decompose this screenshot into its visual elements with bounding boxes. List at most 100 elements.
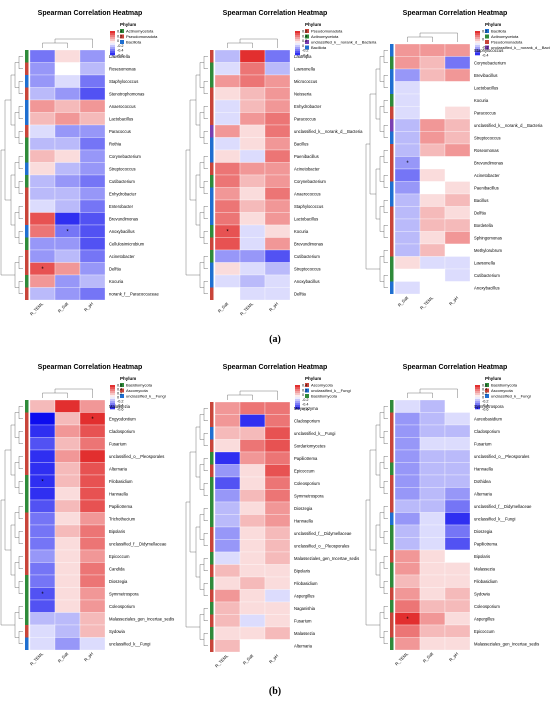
heatmap-panel-a3: Spearman Correlation Heatmap Phylum Bacill… — [365, 10, 550, 310]
row-label: Brevibacillus — [474, 73, 498, 78]
heatmap-cell — [444, 243, 471, 257]
color-scale-tick: 0.4 — [482, 388, 487, 392]
heatmap-cell — [264, 526, 291, 540]
heatmap-cell — [419, 612, 446, 626]
phylum-annotation — [390, 512, 394, 525]
heatmap-cell — [54, 462, 81, 476]
heatmap-cell — [214, 287, 241, 301]
heatmap-cell — [239, 224, 266, 238]
heatmap-cell — [214, 87, 241, 101]
heatmap-cell — [419, 43, 446, 57]
heatmap-cell — [264, 576, 291, 590]
heatmap-cell — [239, 187, 266, 201]
row-label: Hannaella — [474, 466, 494, 471]
row-label: Paracoccus — [109, 129, 131, 134]
dendrogram-branch — [369, 93, 376, 195]
heatmap-cell — [214, 476, 241, 490]
heatmap-cell — [419, 637, 446, 651]
legend-title: Phylum — [485, 22, 501, 27]
heatmap-cell — [444, 587, 471, 601]
dendrogram-branch — [185, 501, 190, 628]
heatmap-cell — [239, 451, 266, 465]
dendrogram-branch — [383, 556, 388, 569]
legend-label: Actinomycetota — [126, 29, 154, 34]
heatmap-cell — [264, 99, 291, 113]
heatmap-cell — [214, 514, 241, 528]
row-label: Anoxybacillus — [294, 279, 320, 284]
heatmap-cell — [419, 499, 446, 513]
dendrogram-branch — [379, 512, 384, 538]
row-label: Sphingomonas — [474, 235, 502, 240]
dendrogram-branch — [239, 38, 278, 48]
column-label: R_pH — [448, 295, 459, 306]
row-label: norank_f__Paracoccaceae — [109, 291, 159, 296]
heatmap-cell — [239, 501, 266, 515]
phylum-annotation — [390, 462, 394, 475]
color-scale-tick: -0.6 — [117, 408, 124, 412]
heatmap-cell — [214, 137, 241, 151]
heatmap-cell — [54, 162, 81, 176]
heatmap-cell — [394, 424, 421, 438]
color-scale-segment — [110, 47, 115, 50]
legend-label: unclassified_k__Fungi — [311, 388, 351, 393]
row-dendrogram — [365, 50, 388, 288]
color-scale-segment — [295, 387, 300, 390]
phylum-annotation — [210, 75, 214, 88]
column-label: R_pH — [83, 651, 94, 662]
dendrogram-branch — [379, 256, 384, 282]
legend-swatch — [305, 394, 309, 398]
heatmap-cell — [214, 237, 241, 251]
dendrogram-branch — [42, 392, 68, 398]
phylum-annotation — [210, 162, 214, 175]
phylum-annotation — [390, 475, 394, 488]
dendrogram-branch — [0, 499, 5, 626]
column-label: R_Salt — [217, 301, 230, 314]
heatmap-cell — [214, 414, 241, 428]
phylum-annotation — [390, 119, 394, 132]
legend-label: Bacillota — [126, 40, 142, 45]
heatmap-cell — [79, 62, 106, 76]
color-scale-segment — [475, 41, 480, 44]
dendrogram-branch — [383, 431, 388, 444]
color-scale-segment — [295, 391, 300, 394]
column-label: R_pH — [83, 301, 94, 312]
dendrogram-branch — [203, 156, 208, 169]
phylum-annotation — [390, 400, 394, 413]
heatmap-cell — [239, 526, 266, 540]
phylum-annotation — [210, 225, 214, 238]
phylum-annotation — [25, 462, 29, 475]
row-label: Enterobacter — [109, 204, 134, 209]
row-label: Methylorubrum — [474, 248, 502, 253]
heatmap-cell — [29, 499, 56, 513]
row-label: Corynebacterium — [294, 179, 326, 184]
phylum-annotation — [25, 537, 29, 550]
row-label: Delftia — [109, 266, 122, 271]
phylum-annotation — [390, 525, 394, 538]
row-label: Cutibacterium — [474, 273, 500, 278]
color-scale-tick: -0.2 — [302, 49, 309, 53]
heatmap-cell — [54, 537, 81, 551]
heatmap-cell — [419, 206, 446, 220]
row-label: Cutibacterium — [294, 254, 320, 259]
heatmap-cell — [394, 449, 421, 463]
phylum-annotation — [210, 639, 214, 652]
color-scale-segment — [110, 391, 115, 394]
heatmap-cell — [79, 87, 106, 101]
color-scale-tick: -0.6 — [482, 408, 489, 412]
row-label: Lawsonella — [474, 260, 496, 265]
phylum-annotation — [390, 194, 394, 207]
dendrogram-branch — [375, 524, 380, 576]
heatmap-cell — [79, 624, 106, 638]
phylum-annotation — [210, 87, 214, 100]
row-label: Staphylococcus — [474, 48, 503, 53]
row-label: Delftia — [294, 291, 307, 296]
dendrogram-branch — [18, 156, 23, 169]
panel-a-caption: (a) — [269, 334, 281, 345]
heatmap-cell — [214, 401, 241, 415]
legend-swatch — [305, 383, 309, 387]
row-label: Brevundimonas — [294, 241, 323, 246]
heatmap-cell — [29, 399, 56, 413]
phylum-annotation — [210, 200, 214, 213]
phylum-annotation — [210, 100, 214, 113]
color-scale-segment — [110, 45, 115, 48]
